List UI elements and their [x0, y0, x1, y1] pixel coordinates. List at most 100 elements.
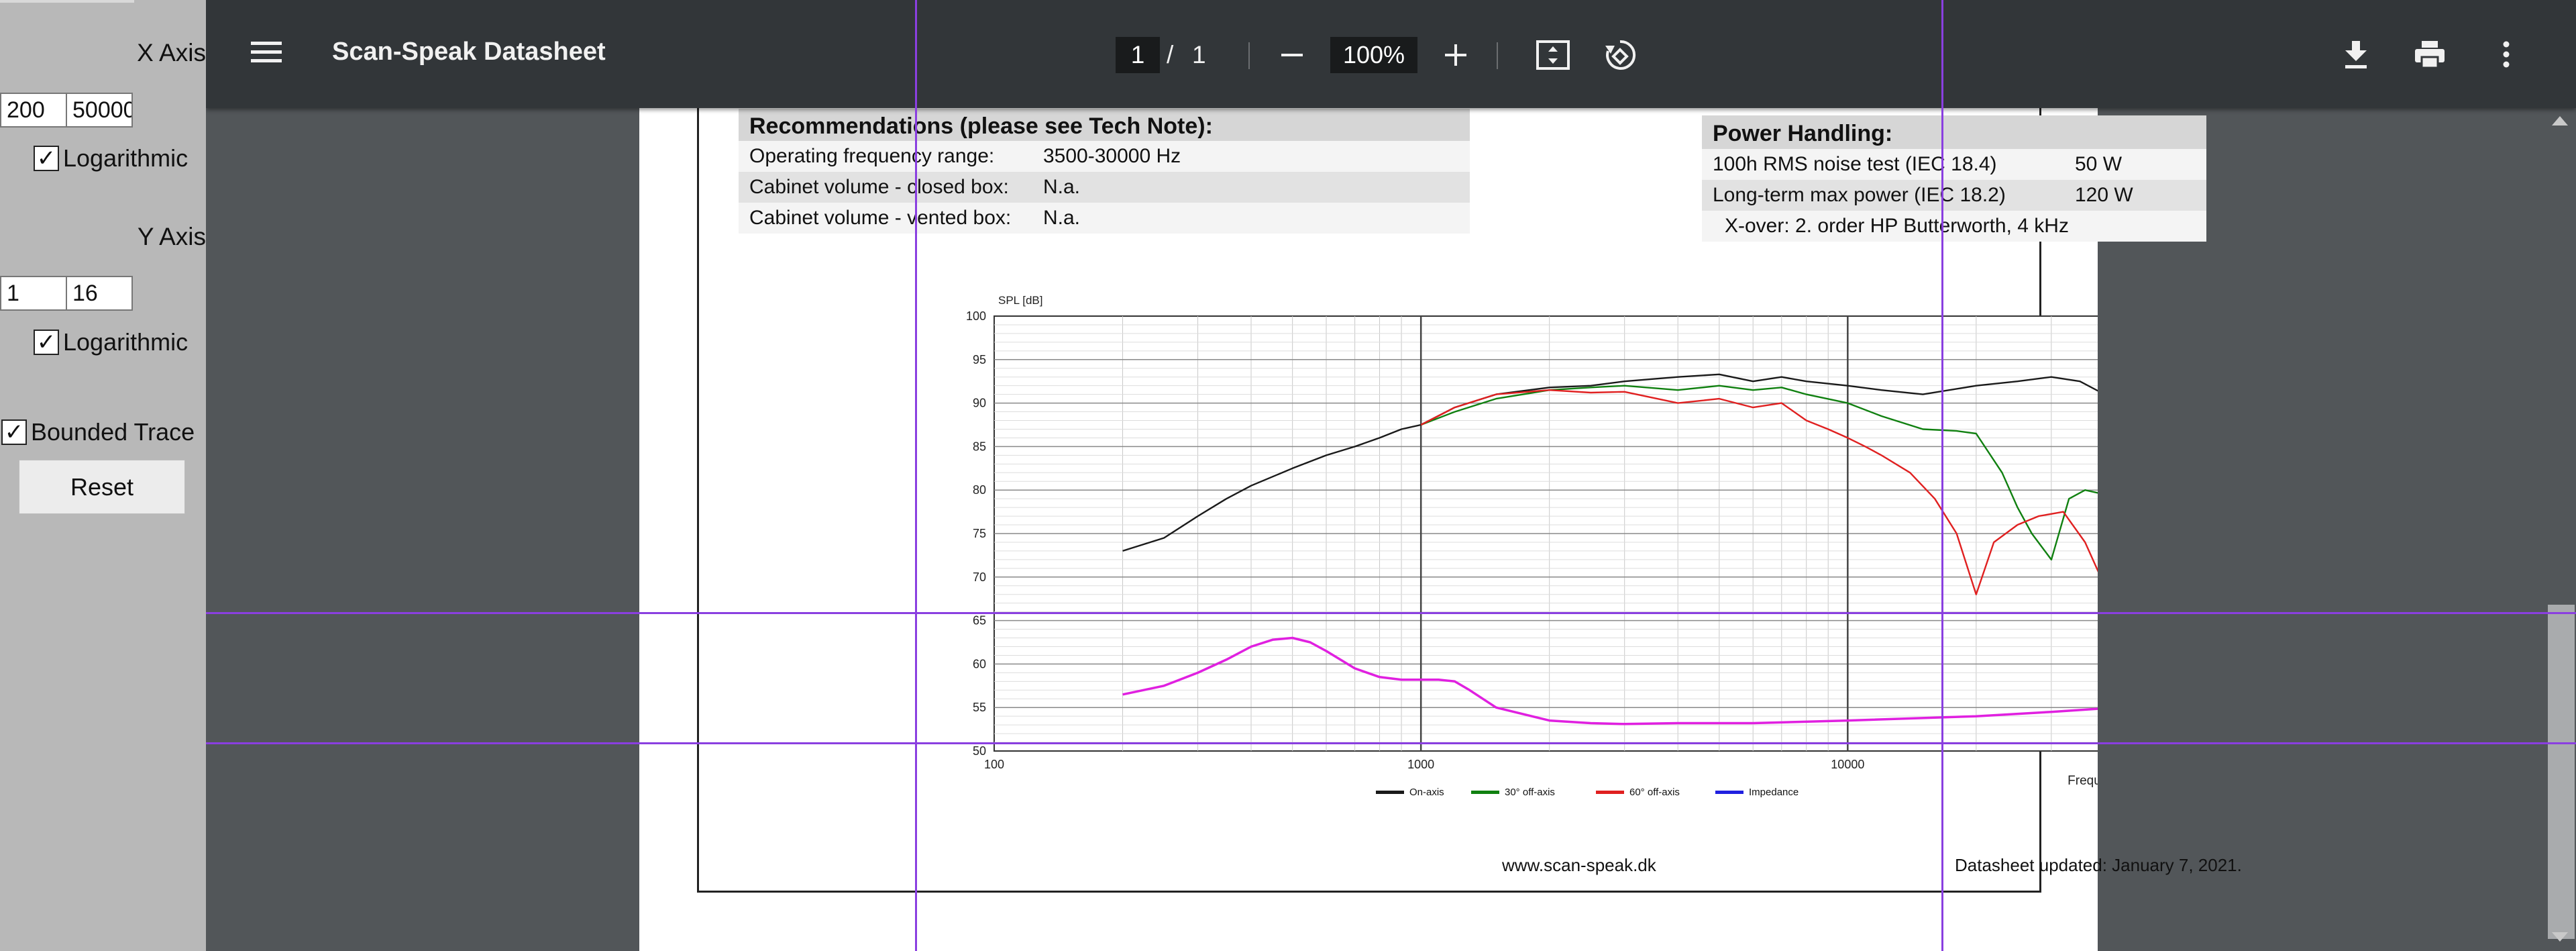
x-log-label: Logarithmic: [63, 144, 189, 172]
bounded-trace-toggle[interactable]: ✓ Bounded Trace: [1, 418, 195, 446]
y-axis-log-toggle[interactable]: ✓ Logarithmic: [34, 328, 188, 356]
print-icon[interactable]: [2410, 35, 2449, 74]
rec-label: Operating frequency range:: [749, 145, 995, 167]
vertical-guide-line[interactable]: [1941, 0, 1943, 951]
y-tick-label: 75: [973, 527, 986, 540]
scroll-down-arrow[interactable]: [2552, 932, 2568, 942]
legend-item: On-axis: [1376, 787, 1444, 798]
rec-value: 3500-30000 Hz: [1043, 145, 1181, 167]
x-axis-label: X Axis: [137, 39, 206, 66]
y-log-label: Logarithmic: [63, 328, 189, 356]
x-axis-min-input[interactable]: 200: [0, 93, 67, 128]
y-tick-label: 50: [973, 744, 986, 758]
legend-swatch: [1715, 791, 1743, 794]
x-axis-max-input[interactable]: 50000: [66, 93, 133, 128]
table-row: Cabinet volume - closed box: N.a.: [739, 172, 1470, 203]
vertical-guide-line[interactable]: [915, 0, 917, 951]
y-tick-label: 60: [973, 657, 986, 670]
table-row: 100h RMS noise test (IEC 18.4) 50 W: [1702, 149, 2206, 180]
recommendations-table: Recommendations (please see Tech Note): …: [739, 109, 1470, 236]
horizontal-guide-line[interactable]: [206, 742, 2576, 744]
pdf-toolbar: Scan-Speak Datasheet 1 / 1 100%: [206, 0, 2576, 108]
menu-icon[interactable]: [248, 34, 285, 71]
y-log-checkbox[interactable]: ✓: [34, 330, 59, 355]
y-axis-label: Y Axis: [137, 223, 206, 250]
legend-swatch: [1596, 791, 1624, 794]
scrollbar-thumb[interactable]: [2548, 605, 2575, 939]
sidebar-tab[interactable]: [0, 0, 134, 3]
bounded-trace-checkbox[interactable]: ✓: [1, 419, 27, 445]
toolbar-divider: [1497, 42, 1498, 69]
bounded-trace-label: Bounded Trace: [31, 418, 195, 446]
legend-label: 60° off-axis: [1629, 787, 1680, 798]
vertical-scrollbar[interactable]: [2542, 108, 2576, 951]
updated-text: Datasheet updated: January 7, 2021.: [1955, 855, 2242, 875]
y-axis-label: SPL [dB]: [998, 294, 1042, 307]
power-value: 50 W: [2075, 153, 2123, 175]
power-handling-table: Power Handling: 100h RMS noise test (IEC…: [1702, 115, 2206, 246]
document-title: Scan-Speak Datasheet: [332, 38, 606, 66]
power-label: Long-term max power (IEC 18.2): [1713, 184, 2006, 206]
y-axis-max-input[interactable]: 16: [66, 276, 133, 311]
series-line-0: [1122, 373, 2098, 552]
y-tick-label: 55: [973, 701, 986, 714]
page-total: 1: [1192, 41, 1206, 68]
settings-sidebar: X Axis 200 50000 ✓ Logarithmic Y Axis 1 …: [0, 0, 206, 951]
y-tick-label: 90: [973, 397, 986, 410]
legend-swatch: [1376, 791, 1404, 794]
x-tick-label: 10000: [1831, 758, 1864, 771]
xover-text: X-over: 2. order HP Butterworth, 4 kHz: [1725, 215, 2069, 237]
legend-label: Impedance: [1749, 787, 1799, 798]
x-axis-label: Frequency [Hz]: [2068, 774, 2098, 788]
pdf-viewer: Recommendations (please see Tech Note): …: [206, 0, 2576, 951]
rec-label: Cabinet volume - vented box:: [749, 207, 1012, 229]
y-tick-label: 100: [966, 309, 986, 323]
page-number-input[interactable]: 1: [1116, 37, 1160, 73]
x-tick-label: 100: [984, 758, 1004, 771]
rec-value: N.a.: [1043, 207, 1081, 229]
power-title: Power Handling:: [1713, 121, 1893, 146]
reset-button[interactable]: Reset: [19, 460, 185, 514]
scroll-up-arrow[interactable]: [2552, 116, 2568, 126]
table-row: Long-term max power (IEC 18.2) 120 W: [1702, 180, 2206, 211]
legend-item: Impedance: [1715, 787, 1799, 798]
table-row: X-over: 2. order HP Butterworth, 4 kHz: [1702, 211, 2206, 242]
zoom-in-icon[interactable]: [1438, 37, 1474, 73]
series-line-1: [1420, 385, 2098, 561]
table-row: Operating frequency range: 3500-30000 Hz: [739, 141, 1470, 172]
frequency-response-chart: 5055606570758085909510010010001000050000…: [966, 294, 2098, 788]
recommendations-title: Recommendations (please see Tech Note):: [749, 113, 1213, 139]
horizontal-guide-line[interactable]: [206, 612, 2576, 614]
legend-item: 30° off-axis: [1471, 787, 1555, 798]
rec-value: N.a.: [1043, 176, 1081, 198]
legend-label: 30° off-axis: [1505, 787, 1555, 798]
y-tick-label: 95: [973, 353, 986, 366]
series-line-2: [1420, 389, 2098, 595]
y-tick-label: 85: [973, 440, 986, 453]
x-axis-log-toggle[interactable]: ✓ Logarithmic: [34, 144, 188, 172]
download-icon[interactable]: [2337, 35, 2375, 74]
series-line-3: [1122, 636, 2098, 725]
toolbar-divider: [1248, 42, 1250, 69]
y-tick-label: 65: [973, 614, 986, 628]
power-value: 120 W: [2075, 184, 2133, 206]
power-label: 100h RMS noise test (IEC 18.4): [1713, 153, 1997, 175]
legend-label: On-axis: [1409, 787, 1444, 798]
table-row: Cabinet volume - vented box: N.a.: [739, 203, 1470, 234]
page-separator: /: [1167, 41, 1174, 68]
fit-page-icon[interactable]: [1533, 35, 1573, 75]
more-vert-icon[interactable]: [2487, 35, 2526, 74]
y-axis-min-input[interactable]: 1: [0, 276, 67, 311]
legend-swatch: [1471, 791, 1499, 794]
zoom-level-input[interactable]: 100%: [1330, 37, 1417, 73]
x-tick-label: 1000: [1407, 758, 1434, 771]
website-text: www.scan-speak.dk: [1502, 855, 1656, 875]
pdf-page: Recommendations (please see Tech Note): …: [639, 87, 2242, 951]
zoom-out-icon[interactable]: [1274, 37, 1310, 73]
x-log-checkbox[interactable]: ✓: [34, 146, 59, 171]
y-tick-label: 70: [973, 570, 986, 584]
legend-item: 60° off-axis: [1596, 787, 1680, 798]
rotate-icon[interactable]: [1600, 35, 1640, 75]
y-tick-label: 80: [973, 483, 986, 497]
rec-label: Cabinet volume - closed box:: [749, 176, 1009, 198]
